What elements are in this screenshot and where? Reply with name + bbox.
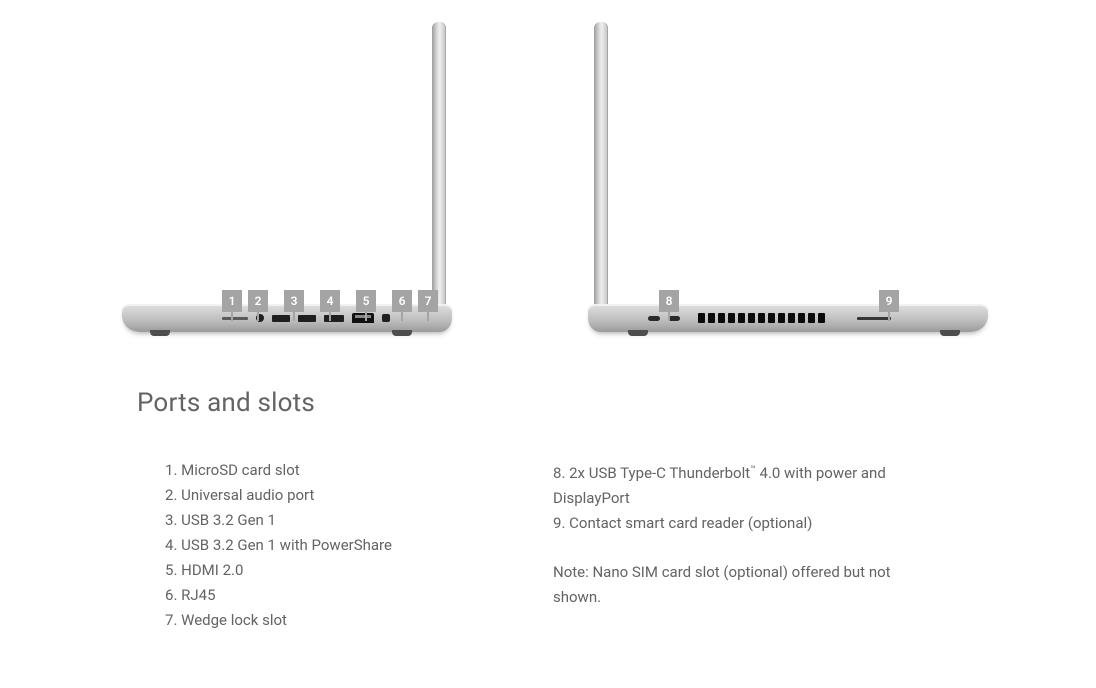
list-label: MicroSD card slot [181,461,300,479]
port-hdmi [324,315,344,322]
laptop-base [588,304,988,332]
laptop-lid [432,22,446,312]
port-usb-a-2 [298,315,316,322]
list-num: 2 [165,486,173,504]
callout-6: 6 [392,290,412,312]
list-label: Universal audio port [181,486,314,504]
callout-3: 3 [284,290,304,312]
callout-9: 9 [879,290,899,312]
right-port-row [648,313,891,323]
vent-block [698,313,825,323]
vent-slot [768,313,775,323]
list-label: HDMI 2.0 [181,561,243,579]
vent-slot [788,313,795,323]
vent-slot [818,313,825,323]
ports-list-right: 8. 2x USB Type-C Thunderbolt™ 4.0 with p… [553,458,933,633]
port-microsd [222,317,248,320]
list-label: USB 3.2 Gen 1 [181,511,276,529]
list-item: 1. MicroSD card slot [165,458,553,483]
callout-4: 4 [320,290,340,312]
port-smartcard [857,317,891,320]
callout-2: 2 [248,290,268,312]
list-label: USB 3.2 Gen 1 with PowerShare [181,536,392,554]
list-num: 6 [165,586,173,604]
vent-slot [698,313,705,323]
list-num: 4 [165,536,173,554]
laptop-foot [940,330,960,336]
list-item: 3. USB 3.2 Gen 1 [165,508,553,533]
callouts-left: 1 2 3 4 5 6 7 [222,290,438,312]
laptop-foot [628,330,648,336]
list-num: 7 [165,611,173,629]
callout-5: 5 [356,290,376,312]
list-item: 2. Universal audio port [165,483,553,508]
vent-slot [778,313,785,323]
list-item: 8. 2x USB Type-C Thunderbolt™ 4.0 with p… [553,458,933,511]
note-text: Note: Nano SIM card slot (optional) offe… [553,560,933,610]
callouts-right-b: 9 [879,290,899,312]
vent-slot [708,313,715,323]
list-num: 3 [165,511,173,529]
laptop-lid [594,22,608,312]
product-views: 1 2 3 4 5 6 7 [0,0,1096,350]
section-heading: Ports and slots [137,388,315,418]
laptop-foot [150,330,170,336]
vent-slot [798,313,805,323]
callouts-right-a: 8 [659,290,679,312]
vent-slot [718,313,725,323]
callout-1: 1 [222,290,242,312]
list-item: 5. HDMI 2.0 [165,558,553,583]
list-label: Contact smart card reader (optional) [569,514,812,532]
vent-slot [748,313,755,323]
vent-slot [758,313,765,323]
callout-8: 8 [659,290,679,312]
list-item: 4. USB 3.2 Gen 1 with PowerShare [165,533,553,558]
list-num: 9 [553,514,561,532]
vent-slot [728,313,735,323]
callout-7: 7 [418,290,438,312]
list-label: RJ45 [181,586,215,604]
vent-slot [738,313,745,323]
port-rj45 [352,313,374,323]
list-num: 1 [165,461,173,479]
port-wedge-lock [382,314,390,322]
ports-list: 1. MicroSD card slot 2. Universal audio … [165,458,933,633]
list-item: 9. Contact smart card reader (optional) [553,511,933,536]
list-item: 6. RJ45 [165,583,553,608]
port-usb-c-1 [648,316,660,321]
laptop-foot [392,330,412,336]
list-label: Wedge lock slot [181,611,287,629]
list-num: 8 [553,464,561,482]
port-usb-a-1 [272,315,290,322]
list-item: 7. Wedge lock slot [165,608,553,633]
ports-list-left: 1. MicroSD card slot 2. Universal audio … [165,458,553,633]
list-label-pre: 2x USB Type-C Thunderbolt [569,464,750,482]
vent-slot [808,313,815,323]
list-num: 5 [165,561,173,579]
